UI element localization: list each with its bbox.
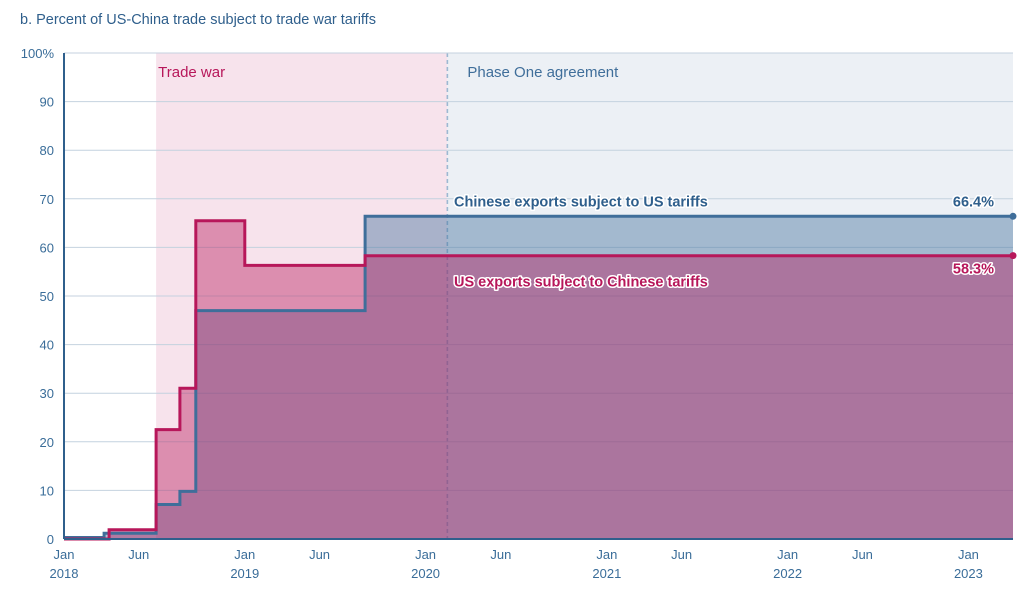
y-tick-label-40: 40 — [40, 338, 54, 353]
y-tick-label-60: 60 — [40, 240, 54, 255]
y-tick-label-90: 90 — [40, 95, 54, 110]
line-us-exports-subject-to-chinese-tariffs — [64, 219, 1013, 541]
y-tick-label-0: 0 — [47, 532, 54, 547]
x-tick-label-9: Jun — [852, 547, 873, 562]
y-tick-label-100: 100% — [21, 46, 55, 61]
y-tick-label-50: 50 — [40, 289, 54, 304]
x-tick-label-5: Jun — [490, 547, 511, 562]
area-chinese-exports-subject-to-us-tariffs — [64, 216, 1013, 540]
end-value-chinese-tariffs: 58.3% — [953, 262, 994, 278]
x-tick-year-8: 2022 — [773, 566, 802, 581]
y-tick-label-20: 20 — [40, 435, 54, 450]
series-label-chinese-tariffs: US exports subject to Chinese tariffs — [454, 275, 708, 291]
end-point-chinese-tariffs — [1009, 252, 1017, 260]
x-tick-label-3: Jun — [309, 547, 330, 562]
x-tick-label-8: Jan — [777, 547, 798, 562]
y-tick-label-10: 10 — [40, 483, 54, 498]
region-label-2: Phase One agreement — [467, 64, 619, 81]
x-tick-year-0: 2018 — [50, 566, 79, 581]
series-label-us-tariffs: Chinese exports subject to US tariffs — [454, 194, 708, 210]
x-tick-label-7: Jun — [671, 547, 692, 562]
x-tick-label-4: Jan — [415, 547, 436, 562]
region-label-1: Trade war — [158, 64, 225, 81]
area-us-exports-subject-to-chinese-tariffs — [64, 220, 1013, 539]
x-tick-year-2: 2019 — [230, 566, 259, 581]
x-tick-year-4: 2020 — [411, 566, 440, 581]
x-tick-label-2: Jan — [234, 547, 255, 562]
x-tick-year-10: 2023 — [954, 566, 983, 581]
x-tick-label-10: Jan — [958, 547, 979, 562]
y-tick-label-80: 80 — [40, 143, 54, 158]
y-tick-label-30: 30 — [40, 386, 54, 401]
x-tick-label-0: Jan — [54, 547, 75, 562]
x-tick-year-6: 2021 — [592, 566, 621, 581]
end-value-us-tariffs: 66.4% — [953, 194, 994, 210]
end-point-us-tariffs — [1009, 212, 1017, 220]
page-title: b. Percent of US-China trade subject to … — [20, 12, 376, 28]
x-tick-label-1: Jun — [128, 547, 149, 562]
x-tick-label-6: Jan — [596, 547, 617, 562]
y-tick-label-70: 70 — [40, 192, 54, 207]
